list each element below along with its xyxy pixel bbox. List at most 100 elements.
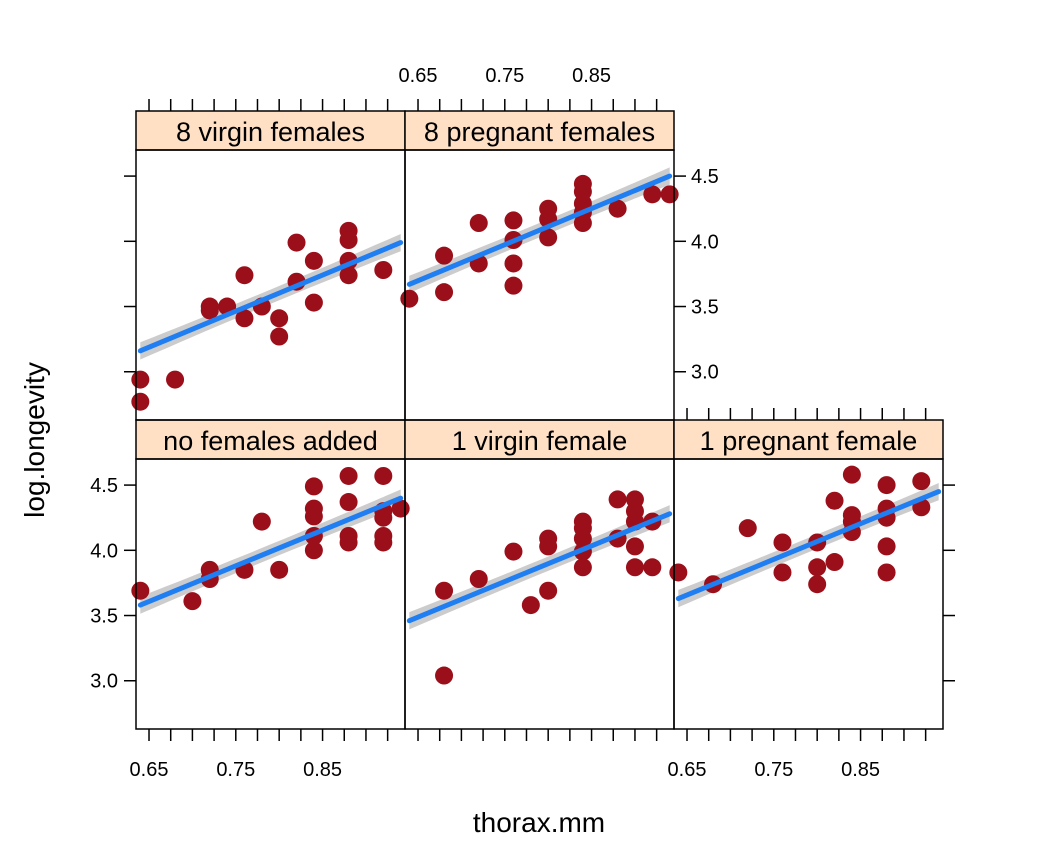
data-point <box>131 581 150 600</box>
data-point <box>504 276 523 295</box>
panel-strip-label: 8 pregnant females <box>424 117 655 147</box>
data-point <box>504 542 523 561</box>
fit-line <box>406 511 673 624</box>
data-point <box>435 246 454 265</box>
data-point <box>877 537 896 556</box>
fit-lines <box>137 173 942 624</box>
tick-label: 4.5 <box>691 166 719 188</box>
tick-label: 4.5 <box>90 475 118 497</box>
tick-label: 0.75 <box>216 759 255 781</box>
fit-line <box>137 240 404 354</box>
data-point <box>643 185 662 204</box>
data-point <box>504 211 523 230</box>
tick-label: 0.75 <box>485 65 524 87</box>
data-point <box>339 231 358 249</box>
fit-line <box>675 489 942 602</box>
data-point <box>339 266 358 285</box>
data-point <box>521 596 540 615</box>
data-point <box>773 563 792 582</box>
data-point <box>270 309 289 328</box>
axes: 0.65 0.65 0.65 0.75 0.75 0.75 0.85 0.85 0.85 3.0 3… <box>90 65 955 781</box>
data-point <box>435 666 454 685</box>
data-point <box>339 493 358 512</box>
tick-label: 4.0 <box>90 540 118 562</box>
data-point <box>400 289 419 308</box>
tick-label: 3.5 <box>90 606 118 628</box>
panel-strip-label: 1 pregnant female <box>700 426 918 456</box>
data-point <box>200 297 219 316</box>
tick-label: 0.85 <box>303 759 342 781</box>
data-point <box>270 560 289 579</box>
data-point <box>912 472 931 491</box>
data-point <box>304 499 323 518</box>
panel-frames <box>135 149 944 730</box>
data-point <box>374 526 393 545</box>
data-point <box>669 563 688 582</box>
data-point <box>374 261 393 279</box>
fit-line <box>406 173 673 287</box>
data-point <box>773 533 792 552</box>
data-point <box>304 293 323 312</box>
data-point <box>625 558 644 577</box>
data-point <box>539 581 558 600</box>
fit-line <box>137 495 404 608</box>
data-point <box>270 327 289 346</box>
data-point <box>435 581 454 600</box>
data-point <box>877 476 896 495</box>
data-point <box>469 214 488 233</box>
data-point <box>608 490 627 509</box>
data-point <box>166 370 185 389</box>
tick-label: 3.0 <box>90 671 118 693</box>
data-point <box>539 199 558 218</box>
data-point <box>235 266 254 285</box>
data-point <box>252 512 271 531</box>
tick-label: 3.5 <box>691 297 719 319</box>
y-axis-title: log.longevity <box>19 362 50 518</box>
data-point <box>738 519 757 538</box>
data-point <box>469 570 488 588</box>
panel-strip-label: 1 virgin female <box>452 426 628 456</box>
data-point <box>183 592 202 611</box>
tick-label: 4.0 <box>691 231 719 253</box>
tick-label: 0.75 <box>754 759 793 781</box>
tick-label: 0.85 <box>572 65 611 87</box>
data-point <box>304 541 323 560</box>
data-points <box>131 174 931 685</box>
data-point <box>625 490 644 509</box>
data-point <box>877 563 896 582</box>
data-point <box>304 477 323 496</box>
panel-frame <box>404 149 675 421</box>
tick-label: 0.85 <box>841 759 880 781</box>
data-point <box>808 558 827 577</box>
tick-label: 0.65 <box>668 759 707 781</box>
x-axis-title: thorax.mm <box>473 807 605 838</box>
panel-strip-label: no females added <box>163 426 378 456</box>
data-point <box>842 506 861 525</box>
data-point <box>825 553 844 572</box>
data-point <box>374 466 393 485</box>
tick-label: 0.65 <box>130 759 169 781</box>
panel-strips: 8 virgin females 8 pregnant females no fem… <box>135 110 944 460</box>
data-point <box>435 283 454 302</box>
data-point <box>131 392 150 411</box>
data-point <box>504 254 523 273</box>
data-point <box>608 199 627 218</box>
data-point <box>539 529 558 548</box>
data-point <box>625 537 644 556</box>
data-point <box>131 370 150 389</box>
tick-label: 3.0 <box>691 362 719 384</box>
data-point <box>808 575 827 594</box>
data-point <box>660 185 679 204</box>
data-point <box>842 465 861 484</box>
panel-frame <box>673 458 944 730</box>
data-point <box>643 558 662 577</box>
data-point <box>339 526 358 545</box>
tick-label: 0.65 <box>399 65 438 87</box>
data-point <box>287 233 306 252</box>
data-point <box>573 174 592 193</box>
data-point <box>339 466 358 485</box>
data-point <box>235 309 254 328</box>
data-point <box>825 491 844 510</box>
data-point <box>304 251 323 270</box>
